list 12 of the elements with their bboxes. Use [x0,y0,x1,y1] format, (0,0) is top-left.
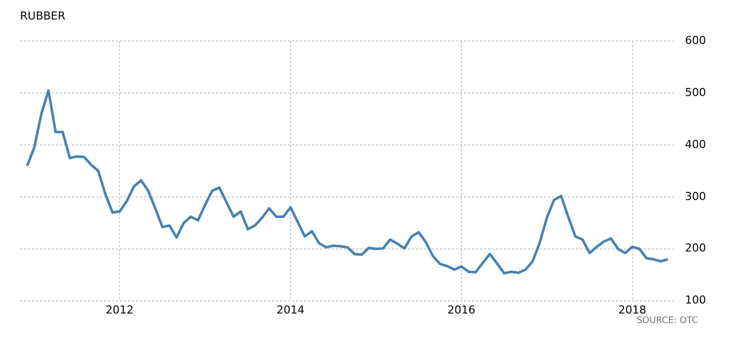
x-tick-label: 2012 [106,303,134,316]
x-tick-label: 2014 [276,303,305,316]
y-tick-label: 400 [685,138,706,151]
y-tick-label: 500 [685,86,706,99]
chart-title: RUBBER [20,9,66,22]
y-tick-label: 600 [685,34,706,48]
source-note: SOURCE: OTC [636,316,698,326]
x-tick-label: 2018 [618,303,646,316]
x-tick-label: 2016 [447,303,476,316]
y-tick-label: 200 [685,242,706,255]
y-tick-label: 100 [685,294,706,307]
y-tick-label: 300 [685,190,706,203]
